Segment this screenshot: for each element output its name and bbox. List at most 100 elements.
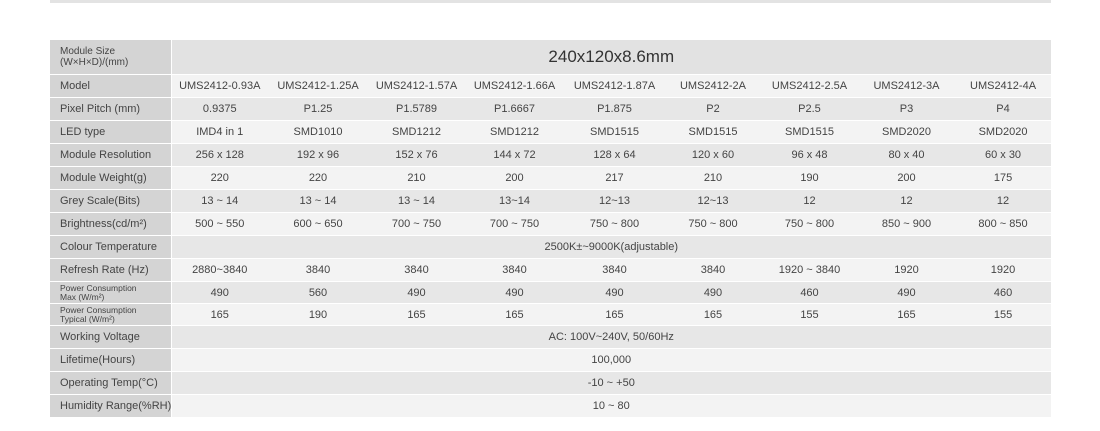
power-typical-cell: 165 — [665, 303, 761, 326]
spec-cell: 210 — [368, 166, 465, 190]
spec-cell: SMD2020 — [858, 120, 955, 144]
module-size-label-line2: (W×H×D)/(mm) — [60, 57, 129, 68]
spec-cell: 500 ~ 550 — [171, 212, 268, 236]
refresh-rate-cell: 3840 — [465, 258, 564, 282]
spec-cell: 12 — [955, 189, 1052, 213]
power-typical-cell: 155 — [761, 303, 858, 326]
power-max-label-line1: Power Consumption — [60, 282, 137, 293]
power-max-cell: 560 — [268, 281, 368, 304]
spec-cell: UMS2412-1.25A — [268, 74, 368, 98]
refresh-rate-label: Refresh Rate (Hz) — [50, 258, 172, 282]
spec-cell: 128 x 64 — [564, 143, 665, 167]
spec-cell: 220 — [268, 166, 368, 190]
spec-cell: 144 x 72 — [465, 143, 564, 167]
spec-cell: UMS2412-3A — [858, 74, 955, 98]
spec-row-label: Pixel Pitch (mm) — [50, 97, 172, 121]
spec-cell: SMD1515 — [665, 120, 761, 144]
refresh-rate-cell: 2880~3840 — [171, 258, 268, 282]
colour-temperature-row: Colour Temperature 2500K±~9000K(adjustab… — [50, 235, 1052, 259]
operating-temp-row: Operating Temp(°C) -10 ~ +50 — [50, 371, 1052, 395]
spec-row-label: LED type — [50, 120, 172, 144]
refresh-rate-cell: 1920 ~ 3840 — [761, 258, 858, 282]
power-max-cell: 490 — [564, 281, 665, 304]
spec-cell: 850 ~ 900 — [858, 212, 955, 236]
spec-table: Module Size (W×H×D)/(mm) 240x120x8.6mm M… — [50, 40, 1052, 418]
spec-cell: P1.875 — [564, 97, 665, 121]
spec-cell: 12 — [761, 189, 858, 213]
spec-cell: 750 ~ 800 — [564, 212, 665, 236]
operating-temp-value: -10 ~ +50 — [171, 371, 1052, 395]
power-typical-cell: 165 — [368, 303, 465, 326]
spec-cell: UMS2412-2.5A — [761, 74, 858, 98]
colour-temperature-value: 2500K±~9000K(adjustable) — [171, 235, 1052, 259]
colour-temperature-label: Colour Temperature — [50, 235, 172, 259]
working-voltage-row: Working Voltage AC: 100V~240V, 50/60Hz — [50, 325, 1052, 349]
spec-row: Grey Scale(Bits) 13 ~ 14 13 ~ 14 13 ~ 14 13~… — [50, 189, 1052, 213]
power-max-cell: 490 — [368, 281, 465, 304]
power-typical-cell: 155 — [955, 303, 1052, 326]
spec-cell: 12~13 — [665, 189, 761, 213]
spec-cell: 60 x 30 — [955, 143, 1052, 167]
spec-cell: SMD1515 — [564, 120, 665, 144]
spec-cell: 600 ~ 650 — [268, 212, 368, 236]
refresh-rate-cell: 3840 — [268, 258, 368, 282]
spec-cell: 220 — [171, 166, 268, 190]
power-typical-cell: 190 — [268, 303, 368, 326]
power-max-cell: 460 — [761, 281, 858, 304]
spec-cell: 200 — [858, 166, 955, 190]
spec-cell: 175 — [955, 166, 1052, 190]
spec-row: LED type IMD4 in 1 SMD1010 SMD1212 SMD1212 SM… — [50, 120, 1052, 144]
spec-cell: SMD1212 — [368, 120, 465, 144]
lifetime-row: Lifetime(Hours) 100,000 — [50, 348, 1052, 372]
power-max-cell: 490 — [665, 281, 761, 304]
spec-cell: 12 — [858, 189, 955, 213]
spec-cell: UMS2412-1.57A — [368, 74, 465, 98]
spec-row: Model UMS2412-0.93A UMS2412-1.25A UMS2412-1… — [50, 74, 1052, 98]
spec-cell: 152 x 76 — [368, 143, 465, 167]
spec-cell: 217 — [564, 166, 665, 190]
refresh-rate-row: Refresh Rate (Hz) 2880~3840 3840 3840 3840 3… — [50, 258, 1052, 282]
spec-row: Module Resolution 256 x 128 192 x 96 152 x … — [50, 143, 1052, 167]
spec-cell: SMD1515 — [761, 120, 858, 144]
power-max-cell: 490 — [858, 281, 955, 304]
power-max-label-line2: Max (W/m²) — [60, 291, 105, 302]
spec-cell: P1.6667 — [465, 97, 564, 121]
spec-cell: 750 ~ 800 — [665, 212, 761, 236]
spec-cell: P4 — [955, 97, 1052, 121]
spec-cell: UMS2412-2A — [665, 74, 761, 98]
spec-cell: UMS2412-1.66A — [465, 74, 564, 98]
operating-temp-label: Operating Temp(°C) — [50, 371, 172, 395]
humidity-value: 10 ~ 80 — [171, 394, 1052, 418]
spec-cell: 13 ~ 14 — [268, 189, 368, 213]
spec-row: Pixel Pitch (mm) 0.9375 P1.25 P1.5789 P1.666… — [50, 97, 1052, 121]
spec-cell: P1.25 — [268, 97, 368, 121]
power-max-cell: 490 — [465, 281, 564, 304]
refresh-rate-cell: 3840 — [665, 258, 761, 282]
spec-cell: SMD1212 — [465, 120, 564, 144]
spec-cell: 700 ~ 750 — [465, 212, 564, 236]
power-typical-cell: 165 — [858, 303, 955, 326]
spec-cell: UMS2412-4A — [955, 74, 1052, 98]
refresh-rate-cell: 3840 — [368, 258, 465, 282]
spec-row-label: Model — [50, 74, 172, 98]
humidity-label: Humidity Range(%RH) — [50, 394, 172, 418]
lifetime-value: 100,000 — [171, 348, 1052, 372]
spec-cell: 210 — [665, 166, 761, 190]
power-typical-cell: 165 — [465, 303, 564, 326]
spec-cell: P2.5 — [761, 97, 858, 121]
power-max-row: Power Consumption Max (W/m²) 490 560 490 49… — [50, 281, 1052, 304]
spec-cell: SMD2020 — [955, 120, 1052, 144]
spec-row: Brightness(cd/m²) 500 ~ 550 600 ~ 650 700 ~… — [50, 212, 1052, 236]
refresh-rate-cell: 1920 — [955, 258, 1052, 282]
refresh-rate-cell: 1920 — [858, 258, 955, 282]
working-voltage-value: AC: 100V~240V, 50/60Hz — [171, 325, 1052, 349]
spec-cell: 13 ~ 14 — [171, 189, 268, 213]
spec-cell: 192 x 96 — [268, 143, 368, 167]
spec-cell: 80 x 40 — [858, 143, 955, 167]
spec-cell: 200 — [465, 166, 564, 190]
spec-cell: 256 x 128 — [171, 143, 268, 167]
power-max-cell: 490 — [171, 281, 268, 304]
spec-cell: P2 — [665, 97, 761, 121]
spec-row-label: Module Resolution — [50, 143, 172, 167]
spec-cell: P1.5789 — [368, 97, 465, 121]
